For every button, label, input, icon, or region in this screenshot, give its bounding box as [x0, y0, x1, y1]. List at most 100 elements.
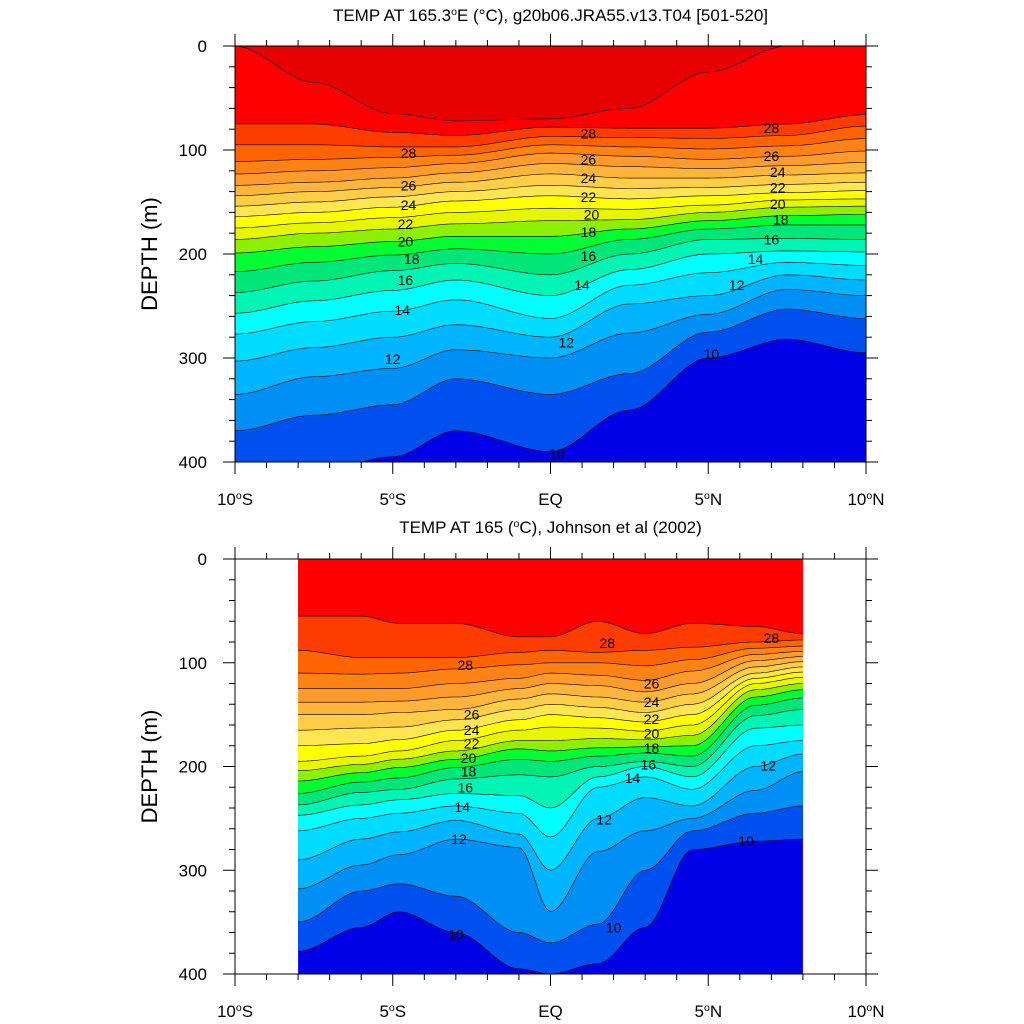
y-axis-label: DEPTH (m) — [137, 710, 162, 824]
isotherm-11 — [235, 308, 866, 432]
isotherm-22 — [298, 666, 803, 731]
isotherm-21 — [235, 190, 866, 217]
x-tick-label: 5oN — [694, 490, 722, 509]
temperature-band-28 — [298, 559, 803, 637]
y-tick-label: 0 — [198, 550, 207, 569]
contour-label: 20 — [461, 750, 477, 766]
contour-label: 22 — [398, 216, 414, 232]
axes — [223, 34, 878, 474]
contour-label: 24 — [464, 722, 480, 738]
isotherm-11 — [298, 805, 803, 944]
isotherm-16 — [298, 709, 803, 806]
y-axis-label: DEPTH (m) — [137, 197, 162, 311]
contour-label: 14 — [625, 770, 641, 786]
contour-label: 28 — [764, 120, 780, 136]
contour-label: 28 — [581, 125, 597, 141]
contour-label: 16 — [458, 779, 474, 795]
y-tick-label: 300 — [179, 349, 207, 368]
contour-label: 26 — [644, 676, 660, 692]
isotherm-18 — [298, 689, 803, 782]
contour-label: 26 — [764, 148, 780, 164]
isotherm-17 — [235, 224, 866, 272]
isotherm-14 — [298, 740, 803, 838]
contour-labels: 2826242220181614121028262422201816141210… — [385, 120, 789, 462]
isotherm-16 — [235, 238, 866, 293]
isotherm-28 — [235, 114, 866, 136]
contour-label: 24 — [581, 170, 597, 186]
isotherm-22 — [235, 181, 866, 207]
isotherm-20 — [298, 677, 803, 762]
observed-temperature-section-panel: 2826242220181614121028262422201816141210… — [137, 518, 885, 1021]
contour-label: 18 — [461, 764, 477, 780]
contour-label: 14 — [574, 277, 590, 293]
contour-label: 24 — [401, 197, 417, 213]
contour-label: 14 — [748, 251, 764, 267]
contour-label: 12 — [385, 351, 401, 367]
y-tick-label: 200 — [179, 758, 207, 777]
y-tick-label: 400 — [179, 965, 207, 984]
contour-label: 14 — [394, 302, 410, 318]
contour-label: 26 — [581, 151, 597, 167]
contour-label: 18 — [581, 224, 597, 240]
contour-label: 28 — [401, 145, 417, 161]
contour-label: 14 — [454, 799, 470, 815]
contour-label: 28 — [458, 657, 474, 673]
isotherm-27 — [298, 639, 803, 658]
contour-field — [235, 46, 866, 462]
panel-title: TEMP AT 165 (oC), Johnson et al (2002) — [399, 518, 702, 537]
contour-label: 18 — [644, 740, 660, 756]
contour-label: 24 — [770, 164, 786, 180]
contour-field — [298, 559, 803, 974]
isotherm-25 — [235, 150, 866, 175]
contour-label: 18 — [773, 212, 789, 228]
contour-label: 12 — [729, 277, 745, 293]
isotherm-23 — [298, 661, 803, 715]
isotherm-15 — [235, 250, 866, 314]
isotherm-12 — [298, 771, 803, 913]
contour-label: 10 — [738, 833, 754, 849]
isotherm-17 — [298, 697, 803, 794]
x-tick-label: EQ — [538, 1002, 563, 1021]
contour-label: 16 — [398, 272, 414, 288]
contour-label: 26 — [464, 707, 480, 723]
y-tick-label: 300 — [179, 861, 207, 880]
contour-label: 24 — [644, 694, 660, 710]
contour-label: 22 — [464, 736, 480, 752]
contour-label: 16 — [581, 248, 597, 264]
y-tick-label: 100 — [179, 654, 207, 673]
isotherm-18 — [235, 214, 866, 254]
axes — [223, 547, 878, 986]
isotherm-25 — [298, 651, 803, 689]
contour-label: 16 — [641, 756, 657, 772]
panel-title: TEMP AT 165.3oE (°C), g20b06.JRA55.v13.T… — [333, 6, 768, 25]
y-tick-label: 400 — [179, 453, 207, 472]
y-tick-label: 0 — [198, 37, 207, 56]
contour-label: 20 — [770, 196, 786, 212]
y-tick-label: 200 — [179, 245, 207, 264]
isotherm-10 — [361, 338, 866, 462]
x-tick-label: 5oS — [379, 1002, 406, 1021]
isotherm-26 — [298, 645, 803, 675]
contour-label: 10 — [549, 446, 565, 462]
x-tick-label: 5oS — [379, 490, 406, 509]
contour-label: 12 — [760, 758, 776, 774]
contour-label: 16 — [764, 231, 780, 247]
contour-label: 22 — [581, 189, 597, 205]
contour-labels: 2826242220181614121028262422201816141210… — [448, 630, 779, 943]
isotherm-12 — [235, 289, 866, 395]
contour-label: 22 — [644, 711, 660, 727]
contour-label: 20 — [644, 725, 660, 741]
model-temperature-section-panel: 2826242220181614121028262422201816141210… — [137, 6, 885, 509]
x-tick-label: 10oN — [847, 1002, 884, 1021]
isotherm-14 — [235, 261, 866, 335]
x-tick-label: EQ — [538, 490, 563, 509]
isotherm-27 — [235, 125, 866, 148]
contour-label: 28 — [600, 635, 616, 651]
temperature-band-29 — [235, 46, 866, 121]
isotherm-13 — [298, 753, 803, 871]
isotherm-15 — [298, 724, 803, 816]
contour-label: 22 — [770, 179, 786, 195]
isotherm-19 — [298, 683, 803, 771]
isotherm-24 — [298, 656, 803, 703]
